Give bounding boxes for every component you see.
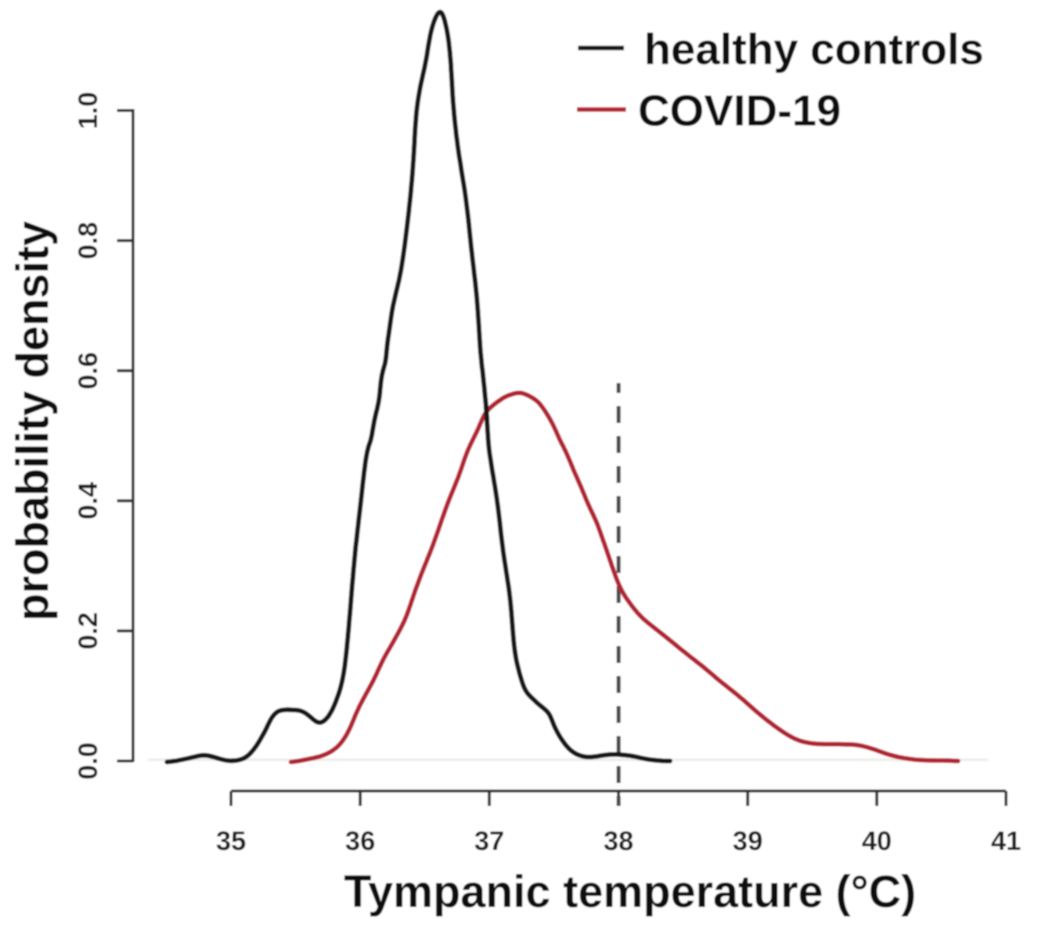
svg-text:36: 36 — [345, 826, 375, 856]
svg-text:39: 39 — [733, 826, 763, 856]
svg-text:0.4: 0.4 — [73, 482, 103, 520]
svg-text:40: 40 — [862, 826, 892, 856]
svg-text:35: 35 — [216, 826, 246, 856]
svg-text:0.6: 0.6 — [73, 352, 103, 390]
svg-text:probability density: probability density — [7, 221, 58, 621]
svg-text:37: 37 — [474, 826, 504, 856]
svg-text:COVID-19: COVID-19 — [638, 87, 841, 136]
svg-text:0.8: 0.8 — [73, 222, 103, 260]
svg-text:41: 41 — [991, 826, 1021, 856]
svg-text:0.2: 0.2 — [73, 612, 103, 650]
svg-text:Tympanic temperature (°C): Tympanic temperature (°C) — [344, 866, 916, 917]
svg-text:healthy controls: healthy controls — [644, 25, 984, 74]
svg-text:0.0: 0.0 — [73, 742, 103, 780]
svg-text:1.0: 1.0 — [73, 92, 103, 130]
svg-text:38: 38 — [603, 826, 633, 856]
